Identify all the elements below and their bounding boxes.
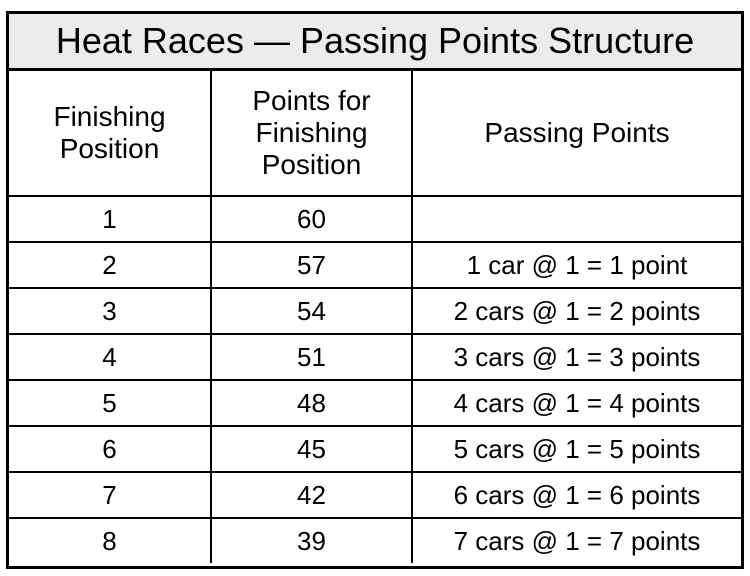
points-table: Finishing Position Points for Finishing … <box>9 71 741 563</box>
table-row: 8 39 7 cars @ 1 = 7 points <box>9 517 741 563</box>
cell-passing-points: 5 cars @ 1 = 5 points <box>411 425 741 472</box>
table-row: 7 42 6 cars @ 1 = 6 points <box>9 471 741 518</box>
table-row: 5 48 4 cars @ 1 = 4 points <box>9 379 741 426</box>
cell-position: 2 <box>9 241 211 288</box>
header-points-line: Finishing <box>255 117 368 148</box>
cell-position: 1 <box>9 195 211 242</box>
cell-passing-points: 7 cars @ 1 = 7 points <box>411 517 741 563</box>
cell-points: 60 <box>210 195 412 242</box>
table-row: 4 51 3 cars @ 1 = 3 points <box>9 333 741 380</box>
header-passing-points: Passing Points <box>411 71 741 196</box>
cell-points: 57 <box>210 241 412 288</box>
cell-points: 48 <box>210 379 412 426</box>
cell-passing-points: 4 cars @ 1 = 4 points <box>411 379 741 426</box>
points-table-frame: Heat Races — Passing Points Structure Fi… <box>6 11 744 569</box>
cell-passing-points: 3 cars @ 1 = 3 points <box>411 333 741 380</box>
cell-points: 39 <box>210 517 412 563</box>
cell-position: 4 <box>9 333 211 380</box>
cell-passing-points: 1 car @ 1 = 1 point <box>411 241 741 288</box>
cell-passing-points: 6 cars @ 1 = 6 points <box>411 471 741 518</box>
cell-position: 7 <box>9 471 211 518</box>
table-row: 2 57 1 car @ 1 = 1 point <box>9 241 741 288</box>
cell-passing-points: 2 cars @ 1 = 2 points <box>411 287 741 334</box>
table-title: Heat Races — Passing Points Structure <box>9 14 741 71</box>
header-finishing-position-line: Finishing <box>53 101 166 132</box>
header-finishing-position: Finishing Position <box>9 71 211 196</box>
table-row: 6 45 5 cars @ 1 = 5 points <box>9 425 741 472</box>
table-row: 3 54 2 cars @ 1 = 2 points <box>9 287 741 334</box>
cell-points: 54 <box>210 287 412 334</box>
header-points-line: Position <box>261 149 362 180</box>
cell-points: 42 <box>210 471 412 518</box>
cell-position: 8 <box>9 517 211 563</box>
table-row: 1 60 <box>9 195 741 242</box>
header-row: Finishing Position Points for Finishing … <box>9 71 741 196</box>
header-points-for-finishing-position: Points for Finishing Position <box>210 71 412 196</box>
header-points-line: Points for <box>252 85 371 116</box>
cell-points: 45 <box>210 425 412 472</box>
header-finishing-position-line: Position <box>59 133 160 164</box>
cell-position: 3 <box>9 287 211 334</box>
cell-passing-points <box>411 195 741 242</box>
cell-position: 6 <box>9 425 211 472</box>
cell-position: 5 <box>9 379 211 426</box>
cell-points: 51 <box>210 333 412 380</box>
